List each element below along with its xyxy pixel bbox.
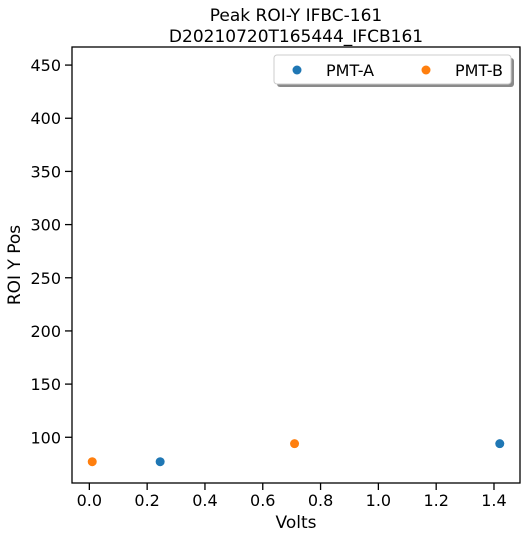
legend-label-pmt-b: PMT-B	[455, 61, 503, 80]
data-point-pmt-a	[155, 457, 165, 467]
y-tick-label: 100	[30, 428, 61, 447]
x-tick-label: 0.6	[250, 491, 275, 510]
y-tick-label: 200	[30, 322, 61, 341]
legend-marker-pmt-b	[421, 65, 431, 75]
x-tick-label: 0.0	[77, 491, 102, 510]
y-tick-label: 350	[30, 162, 61, 181]
legend: PMT-A PMT-B	[273, 54, 514, 87]
y-tick-label: 250	[30, 269, 61, 288]
chart-title: Peak ROI-Y IFBC-161	[210, 6, 383, 26]
y-tick-label: 400	[30, 109, 61, 128]
x-tick-label: 1.4	[481, 491, 506, 510]
legend-marker-pmt-a	[292, 65, 302, 75]
x-axis-label: Volts	[276, 513, 317, 533]
x-tick-label: 0.8	[308, 491, 333, 510]
x-tick-label: 1.2	[423, 491, 448, 510]
x-tick-label: 1.0	[366, 491, 391, 510]
data-point-pmt-b	[290, 439, 300, 449]
data-point-pmt-b	[87, 457, 97, 467]
data-point-pmt-a	[495, 439, 505, 449]
y-tick-label: 150	[30, 375, 61, 394]
data-points	[87, 439, 505, 467]
axis-ticks: 0.0 0.2 0.4 0.6 0.8 1.0 1.2 1.4 100 150 200 250 300 3…	[30, 56, 506, 510]
plot-area-frame	[71, 46, 521, 484]
legend-label-pmt-a: PMT-A	[326, 61, 374, 80]
y-tick-label: 300	[30, 216, 61, 235]
x-tick-label: 0.2	[134, 491, 159, 510]
y-tick-label: 450	[30, 56, 61, 75]
legend-box	[273, 54, 512, 85]
y-axis-label: ROI Y Pos	[5, 225, 25, 305]
chart-subtitle: D20210720T165444_IFCB161	[169, 27, 423, 47]
x-tick-label: 0.4	[192, 491, 217, 510]
